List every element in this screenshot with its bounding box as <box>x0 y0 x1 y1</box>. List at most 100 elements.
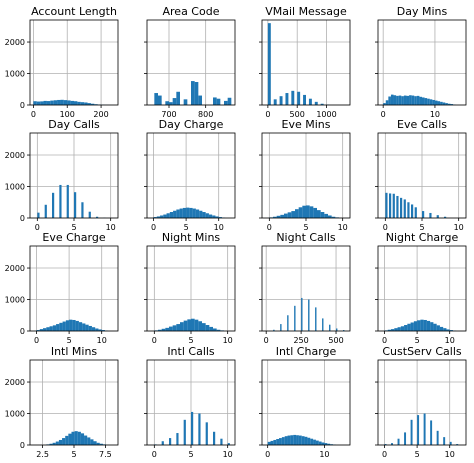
histogram-bar <box>267 23 271 105</box>
y-tick-label: 1000 <box>5 70 25 79</box>
histogram-bar <box>400 326 405 331</box>
histogram-bar <box>194 319 199 331</box>
histogram-bar <box>434 100 438 105</box>
histogram-bar <box>388 96 391 105</box>
histogram-bar <box>442 102 446 105</box>
histogram-bar <box>397 438 400 445</box>
histogram-bar <box>293 434 297 445</box>
histogram-bar <box>287 435 291 445</box>
x-tick-label: 0 <box>152 450 157 459</box>
histogram-bar <box>430 322 434 331</box>
histogram-bar <box>287 212 292 218</box>
histogram-bar <box>318 441 322 445</box>
histogram-bar <box>320 212 325 218</box>
histogram-bar <box>310 438 314 445</box>
histogram-bar <box>447 103 451 105</box>
subplot-12: 0 5 10 Night Charge <box>375 231 467 345</box>
histogram-bar <box>59 322 63 331</box>
subplot-15: 0 10 Intl Charge <box>259 345 351 459</box>
histogram-bar <box>158 95 162 105</box>
histogram-bar <box>302 205 306 218</box>
histogram-bar <box>198 321 202 331</box>
histogram-bar <box>416 95 420 105</box>
histogram-bar <box>433 323 437 331</box>
histogram-bar <box>409 95 412 105</box>
histogram-bar <box>57 99 61 105</box>
x-tick-label: 5 <box>415 450 420 459</box>
histogram-bar <box>407 323 411 331</box>
x-tick-label: 10 <box>106 223 116 232</box>
histogram-bar <box>93 441 97 445</box>
x-tick-label: 0 <box>382 450 387 459</box>
histogram-bar <box>87 437 91 445</box>
plot-frame <box>261 19 351 106</box>
plot-frame <box>146 19 236 106</box>
histogram-bar <box>297 91 301 105</box>
plot-frame <box>377 132 467 219</box>
histogram-bar <box>65 320 70 331</box>
x-tick-label: 500 <box>290 110 305 119</box>
histogram-bar <box>327 443 331 445</box>
histogram-bar <box>218 217 222 218</box>
histogram-bar <box>276 439 280 445</box>
histogram-bar <box>90 439 94 445</box>
histogram-bar <box>301 436 305 445</box>
histogram-bar <box>99 443 103 445</box>
histogram-bar <box>280 214 284 218</box>
histogram-bar <box>183 320 188 331</box>
histogram-bar <box>183 99 188 105</box>
histogram-bar <box>71 431 75 445</box>
x-tick-label: 0 <box>265 110 270 119</box>
y-tick-label: 1000 <box>5 410 25 419</box>
histogram-bar <box>321 442 325 445</box>
histogram-bar <box>307 437 311 445</box>
histogram-bar <box>33 101 37 105</box>
histogram-bar <box>295 209 299 218</box>
histogram-bar <box>313 439 316 445</box>
x-tick-label: 10 <box>454 223 464 232</box>
plot-frame <box>377 245 467 332</box>
histogram-bar <box>85 324 89 331</box>
histogram-bar <box>82 323 86 331</box>
x-tick-label: 1000 <box>316 110 336 119</box>
histogram-bar <box>391 443 393 445</box>
histogram-bar <box>404 325 408 331</box>
plot-area <box>262 360 350 445</box>
histogram-bar <box>179 208 183 218</box>
histogram-bar <box>87 103 91 105</box>
x-tick-label: 10 <box>223 336 233 345</box>
histogram-bar <box>176 209 180 218</box>
histogram-bar <box>419 96 422 105</box>
histogram-bar <box>294 305 296 331</box>
histogram-bar <box>417 415 420 445</box>
subplot-8: 0 5 10 Eve Calls <box>375 118 467 232</box>
histogram-bar <box>430 420 433 445</box>
subplot-2: 700 800 Area Code <box>144 5 236 119</box>
histogram-bar <box>166 213 170 218</box>
x-tick-label: 7.5 <box>99 450 112 459</box>
histogram-bar <box>296 435 299 445</box>
histogram-bar <box>410 419 413 445</box>
histogram-bar <box>95 328 99 331</box>
histogram-bar <box>212 215 216 218</box>
histogram-bar <box>422 211 425 218</box>
histogram-bar <box>80 102 85 105</box>
histogram-bar <box>227 443 230 445</box>
histogram-bar <box>205 213 209 218</box>
histogram-bar <box>69 319 73 331</box>
histogram-bar <box>413 321 418 331</box>
subplot-4: 0 10 Day Mins <box>375 5 467 119</box>
histogram-bar <box>440 101 443 105</box>
histogram-bar <box>77 431 81 445</box>
subplot-14: 0 5 10 Intl Calls <box>144 345 236 459</box>
histogram-bar <box>53 100 58 105</box>
histogram-bar <box>389 193 392 218</box>
plot-area <box>378 246 466 331</box>
histogram-bar <box>96 216 99 218</box>
subplot-title: Day Charge <box>159 118 224 131</box>
histogram-bar <box>279 96 283 105</box>
histogram-bar <box>273 99 277 105</box>
histogram-bar <box>101 330 105 331</box>
histogram-bar <box>187 319 191 331</box>
subplot-title: Night Mins <box>162 231 221 244</box>
